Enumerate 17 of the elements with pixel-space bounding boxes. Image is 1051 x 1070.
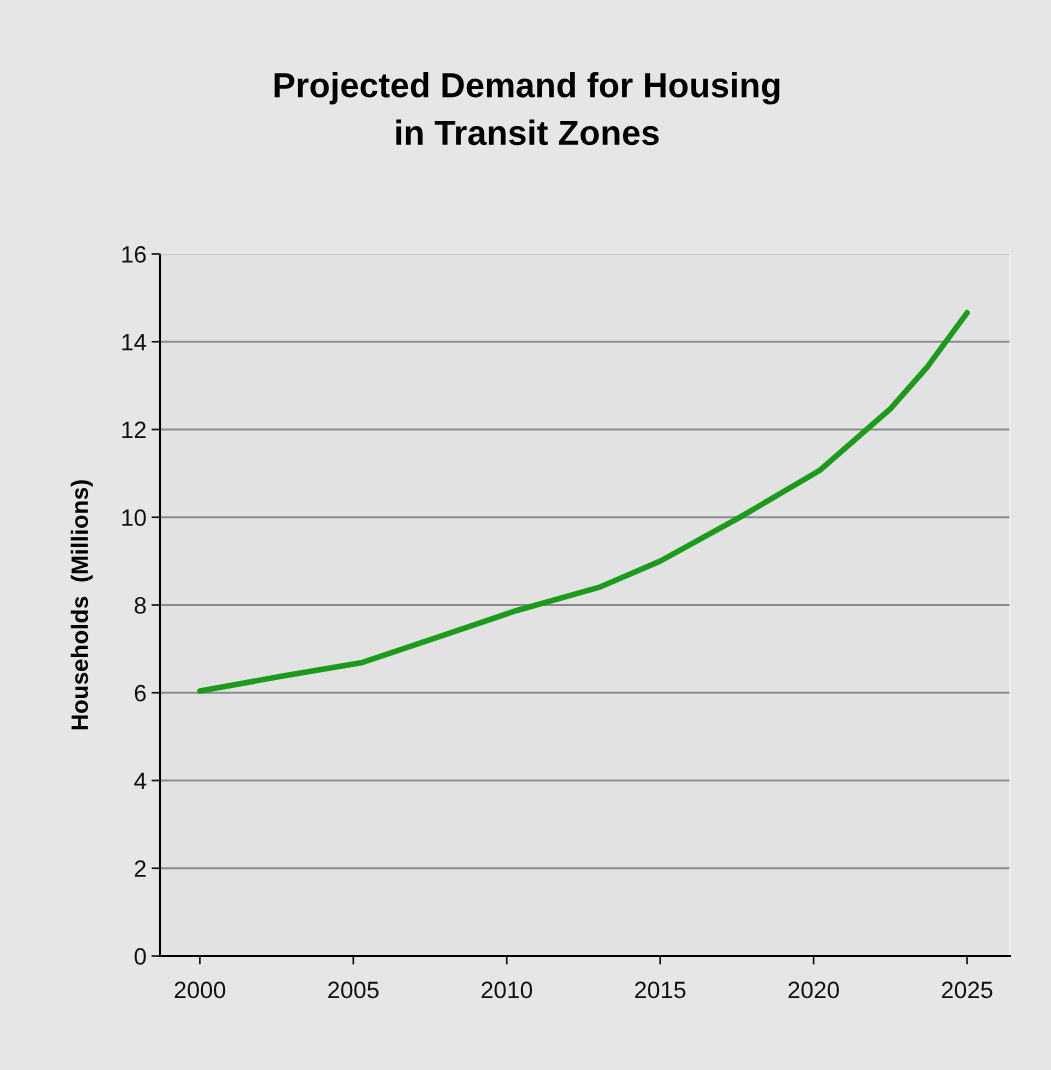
x-tick-label: 2000	[174, 981, 226, 999]
y-tick-label: 0	[134, 948, 146, 965]
x-tick-label: 2025	[941, 981, 993, 999]
y-tick-label: 4	[134, 772, 147, 790]
x-tick-label: 2010	[481, 981, 533, 999]
x-tick-label: 2020	[788, 981, 839, 999]
y-tick-label: 6	[134, 684, 146, 702]
y-tick-label: 14	[122, 334, 147, 351]
x-tick-label: 2005	[328, 981, 379, 999]
y-tick-label: 10	[122, 509, 146, 527]
y-axis-title: Households (Millions)	[70, 480, 93, 730]
y-tick-label: 2	[134, 860, 146, 877]
y-tick-label: 12	[122, 421, 146, 439]
x-tick-label: 2015	[635, 981, 686, 999]
y-tick-label: 8	[134, 597, 146, 614]
chart-title: Projected Demand for Housing in Transit Zones	[274, 72, 780, 146]
y-tick-label: 16	[122, 246, 146, 263]
